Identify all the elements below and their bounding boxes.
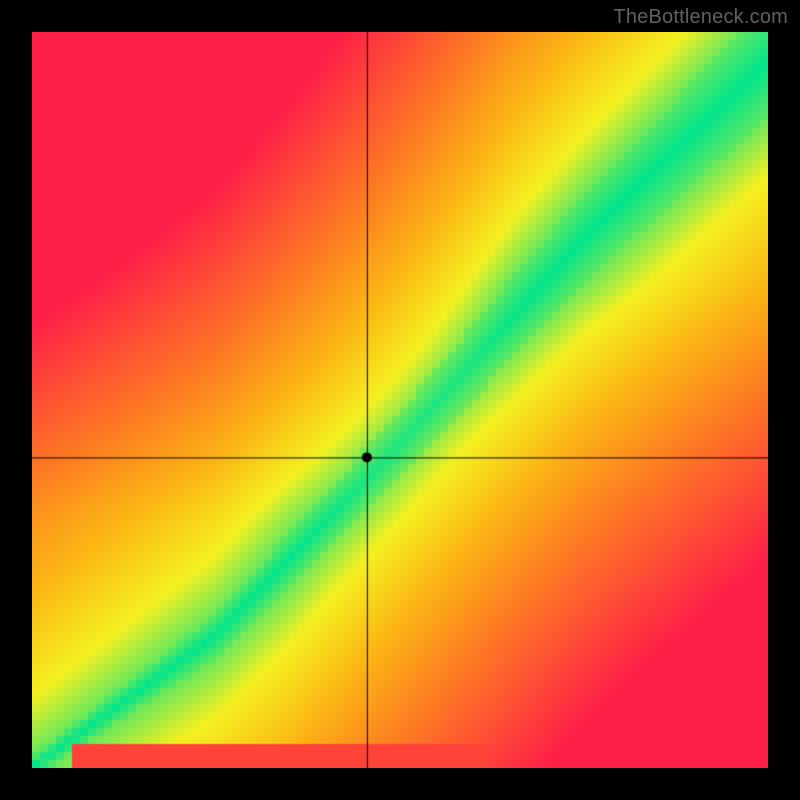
- chart-container: TheBottleneck.com: [0, 0, 800, 800]
- heatmap-canvas: [32, 32, 768, 768]
- watermark-label: TheBottleneck.com: [613, 6, 788, 29]
